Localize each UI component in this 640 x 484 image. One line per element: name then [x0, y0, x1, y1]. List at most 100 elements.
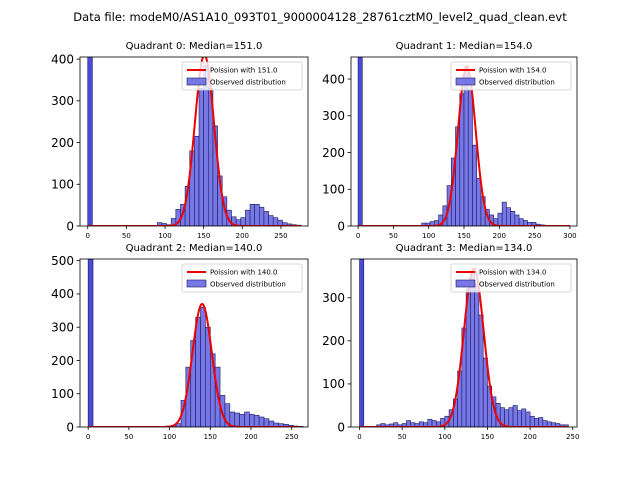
poisson-curve	[88, 302, 300, 427]
histogram-bar-zero-spike	[87, 57, 93, 226]
histogram-bar	[470, 271, 475, 427]
histogram-bar	[239, 414, 245, 427]
histogram-bar	[525, 411, 531, 427]
x-tick-label: 0	[356, 232, 360, 240]
histogram-bar	[501, 201, 507, 226]
histogram-bars	[357, 57, 550, 226]
histogram-bar	[194, 135, 200, 226]
legend-bar-swatch	[455, 77, 476, 86]
y-tick-label: 300	[51, 320, 74, 334]
histogram-bar	[518, 218, 524, 226]
axes-frame	[79, 258, 309, 428]
histogram-bar	[521, 408, 527, 427]
x-tick-label: 150	[197, 232, 210, 240]
histogram-bar-zero-spike	[87, 259, 94, 427]
histogram-bar	[254, 204, 260, 226]
x-tick-label: 250	[528, 232, 541, 240]
x-tick-label: 200	[236, 232, 249, 240]
histogram-bar	[200, 306, 206, 427]
histogram-bar	[514, 214, 520, 226]
x-tick-label: 250	[285, 433, 298, 441]
x-tick-label: 50	[398, 433, 407, 441]
panel-title: Quadrant 0: Median=151.0	[126, 41, 263, 52]
legend-label-poisson: Poission with 151.0	[210, 67, 278, 75]
y-tick-label: 0	[66, 420, 74, 434]
histogram-bar	[463, 67, 469, 226]
histogram-bar	[508, 407, 514, 427]
histogram-bar	[474, 284, 480, 427]
x-tick-label: 0	[357, 433, 361, 441]
poisson-curve	[359, 267, 569, 427]
histogram-bar	[529, 415, 535, 427]
legend-box	[181, 263, 303, 293]
histogram-bar	[240, 217, 246, 226]
legend-box	[450, 263, 572, 293]
legend: Poission with 134.0 Observed distribution	[450, 263, 572, 293]
x-tick-label: 0	[86, 433, 90, 441]
y-tick-label: 0	[337, 420, 345, 434]
legend-box	[450, 61, 572, 91]
histogram-bar	[478, 314, 484, 427]
legend-box	[181, 61, 303, 91]
panel-quadrant-2: Quadrant 2: Median=140.00100200300400500…	[51, 243, 309, 441]
legend-bar-swatch	[455, 279, 476, 288]
y-tick-label: 500	[51, 254, 74, 268]
y-tick-label: 100	[322, 183, 345, 197]
histogram-bar	[234, 412, 240, 427]
legend-label-poisson: Poission with 134.0	[479, 269, 547, 277]
histogram-bar	[245, 209, 251, 226]
y-tick-label: 0	[66, 219, 74, 233]
histogram-bar	[258, 416, 265, 427]
histogram-bar	[472, 144, 478, 226]
y-tick-label: 400	[51, 52, 74, 66]
y-tick-label: 300	[322, 291, 345, 305]
x-tick-label: 250	[566, 433, 579, 441]
histogram-bar	[510, 211, 516, 226]
x-tick-label: 200	[493, 232, 506, 240]
figure-suptitle: Data file: modeM0/AS1A10_093T01_90000041…	[73, 10, 567, 24]
histogram-bar-zero-spike	[359, 259, 365, 427]
legend-label-poisson: Poission with 140.0	[210, 269, 278, 277]
x-tick-label: 50	[389, 232, 398, 240]
y-tick-label: 200	[51, 354, 74, 368]
histogram-bar	[497, 212, 503, 226]
histogram-bar	[268, 215, 274, 226]
histogram-bar	[253, 415, 260, 427]
y-tick-label: 400	[322, 72, 345, 86]
panels: Quadrant 0: Median=151.0 0 100 200 300 400 0 50…	[51, 41, 579, 441]
x-tick-label: 150	[204, 433, 217, 441]
histogram-bar	[198, 87, 204, 226]
legend: Poission with 151.0 Observed distribution	[181, 61, 303, 91]
histogram-bar	[476, 177, 482, 226]
histogram-bar	[506, 207, 511, 226]
x-tick-label: 100	[422, 232, 435, 240]
y-tick-label: 100	[51, 387, 74, 401]
x-tick-label: 100	[438, 433, 451, 441]
histogram-bar	[512, 405, 518, 427]
histogram-bar	[538, 417, 544, 427]
x-tick-label: 200	[523, 433, 536, 441]
histogram-bar	[563, 424, 569, 427]
histogram-bars	[87, 259, 304, 427]
x-tick-label: 100	[158, 232, 171, 240]
y-tick-label: 400	[51, 287, 74, 301]
panel-quadrant-0: Quadrant 0: Median=151.0 0 100 200 300 400 0 50…	[51, 41, 309, 240]
histogram-bar	[195, 316, 201, 427]
histogram-bar	[517, 410, 522, 427]
poisson-curve	[87, 57, 301, 226]
panel-title: Quadrant 3: Median=134.0	[396, 243, 533, 254]
legend-label-observed: Observed distribution	[210, 79, 286, 87]
legend-bar-swatch	[186, 77, 207, 86]
histogram-bar	[427, 418, 433, 427]
y-tick-label: 0	[337, 219, 345, 233]
histogram-bar	[249, 414, 255, 427]
x-tick-label: 100	[163, 433, 176, 441]
histogram-bar-zero-spike	[357, 57, 363, 226]
histogram-bar	[534, 418, 539, 427]
panel-quadrant-3: Quadrant 3: Median=134.0 0 100 200 300 0 50 100…	[322, 243, 579, 441]
histogram-bars	[359, 259, 569, 427]
histogram-bar	[244, 411, 250, 427]
x-tick-label: 50	[122, 232, 131, 240]
legend: Poission with 154.0 Observed distribution	[450, 61, 572, 91]
y-tick-label: 300	[51, 94, 74, 108]
